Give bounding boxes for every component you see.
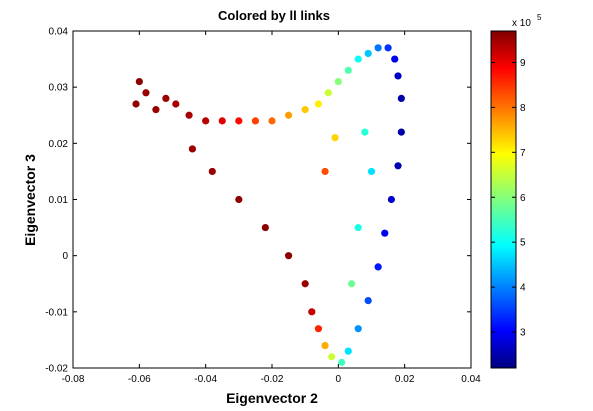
data-point bbox=[397, 128, 405, 136]
x-tick-label: -0.02 bbox=[261, 374, 284, 385]
x-tick-label: -0.08 bbox=[62, 374, 85, 385]
data-point bbox=[344, 347, 352, 355]
data-point bbox=[162, 94, 170, 102]
colorbar-tick-label: 7 bbox=[520, 148, 526, 159]
chart-title: Colored by ll links bbox=[218, 8, 330, 23]
data-point bbox=[235, 117, 243, 125]
data-point bbox=[268, 117, 276, 125]
data-point bbox=[384, 44, 392, 52]
data-point bbox=[152, 106, 160, 114]
data-point bbox=[172, 100, 180, 108]
colorbar-exponent: 5 bbox=[537, 13, 542, 22]
data-point bbox=[142, 89, 150, 97]
colorbar-tick-label: 5 bbox=[520, 238, 526, 249]
colorbar-tick-label: 4 bbox=[520, 283, 526, 294]
data-point bbox=[135, 77, 143, 86]
y-tick-label: 0.03 bbox=[49, 83, 69, 94]
data-point bbox=[202, 117, 210, 125]
y-tick-label: 0.02 bbox=[49, 139, 69, 150]
colorbar-exponent-label: x 10 bbox=[512, 18, 531, 29]
data-point bbox=[331, 134, 339, 142]
x-axis: -0.08 -0.06 -0.04 -0.02 0 0.02 0.04 bbox=[62, 31, 481, 385]
data-point bbox=[208, 167, 216, 176]
data-point bbox=[364, 297, 372, 305]
data-point bbox=[324, 89, 332, 97]
data-point bbox=[348, 280, 356, 288]
data-point bbox=[314, 100, 323, 108]
x-tick-label: -0.04 bbox=[194, 374, 217, 385]
y-axis-label: Eigenvector 3 bbox=[22, 154, 38, 246]
x-tick-label: 0 bbox=[336, 374, 342, 385]
data-point bbox=[391, 55, 399, 63]
data-point bbox=[132, 100, 140, 108]
data-point bbox=[387, 195, 395, 204]
data-point bbox=[185, 111, 193, 119]
data-point bbox=[364, 49, 372, 58]
y-tick-label: -0.01 bbox=[45, 307, 68, 318]
data-point bbox=[397, 94, 405, 102]
y-tick-label: 0.01 bbox=[49, 195, 69, 206]
x-tick-label: -0.06 bbox=[128, 374, 151, 385]
data-point bbox=[354, 325, 362, 333]
data-point bbox=[374, 263, 382, 271]
data-point bbox=[321, 167, 329, 176]
data-point bbox=[261, 223, 269, 232]
y-tick-label: -0.02 bbox=[45, 364, 68, 375]
data-point bbox=[284, 111, 293, 119]
colorbar-tick-label: 8 bbox=[520, 103, 526, 114]
colorbar-tick-label: 3 bbox=[520, 328, 526, 339]
data-point bbox=[334, 77, 342, 86]
data-point bbox=[361, 128, 369, 136]
x-tick-label: 0.02 bbox=[395, 374, 415, 385]
x-tick-label: 0.04 bbox=[461, 374, 481, 385]
x-axis-label: Eigenvector 2 bbox=[226, 390, 318, 406]
data-point bbox=[235, 195, 243, 204]
data-point bbox=[251, 117, 260, 125]
data-point bbox=[328, 353, 336, 361]
data-point bbox=[314, 325, 323, 333]
data-point bbox=[354, 55, 362, 63]
data-point bbox=[394, 72, 402, 80]
data-point bbox=[301, 106, 309, 114]
data-point bbox=[381, 229, 389, 237]
colorbar-tick-label: 9 bbox=[520, 58, 526, 69]
data-point bbox=[301, 280, 309, 288]
data-point bbox=[344, 66, 352, 74]
data-point bbox=[218, 117, 226, 125]
colorbar-axis: 3 4 5 6 7 8 9 bbox=[491, 58, 526, 339]
y-axis: -0.02 -0.01 0 0.01 0.02 0.03 0.04 bbox=[45, 27, 471, 375]
data-point bbox=[374, 44, 382, 52]
data-point bbox=[308, 308, 316, 316]
data-point bbox=[394, 162, 402, 170]
data-point bbox=[188, 145, 196, 153]
plot-frame bbox=[72, 30, 472, 369]
colorbar bbox=[490, 30, 517, 369]
data-point bbox=[284, 252, 293, 260]
data-point bbox=[354, 223, 362, 232]
y-tick-label: 0.04 bbox=[49, 27, 69, 38]
colorbar-tick-label: 6 bbox=[520, 193, 526, 204]
data-point bbox=[321, 341, 329, 350]
data-point bbox=[367, 167, 376, 176]
points-layer bbox=[132, 44, 405, 366]
data-point bbox=[338, 358, 346, 366]
y-tick-label: 0 bbox=[62, 251, 68, 262]
